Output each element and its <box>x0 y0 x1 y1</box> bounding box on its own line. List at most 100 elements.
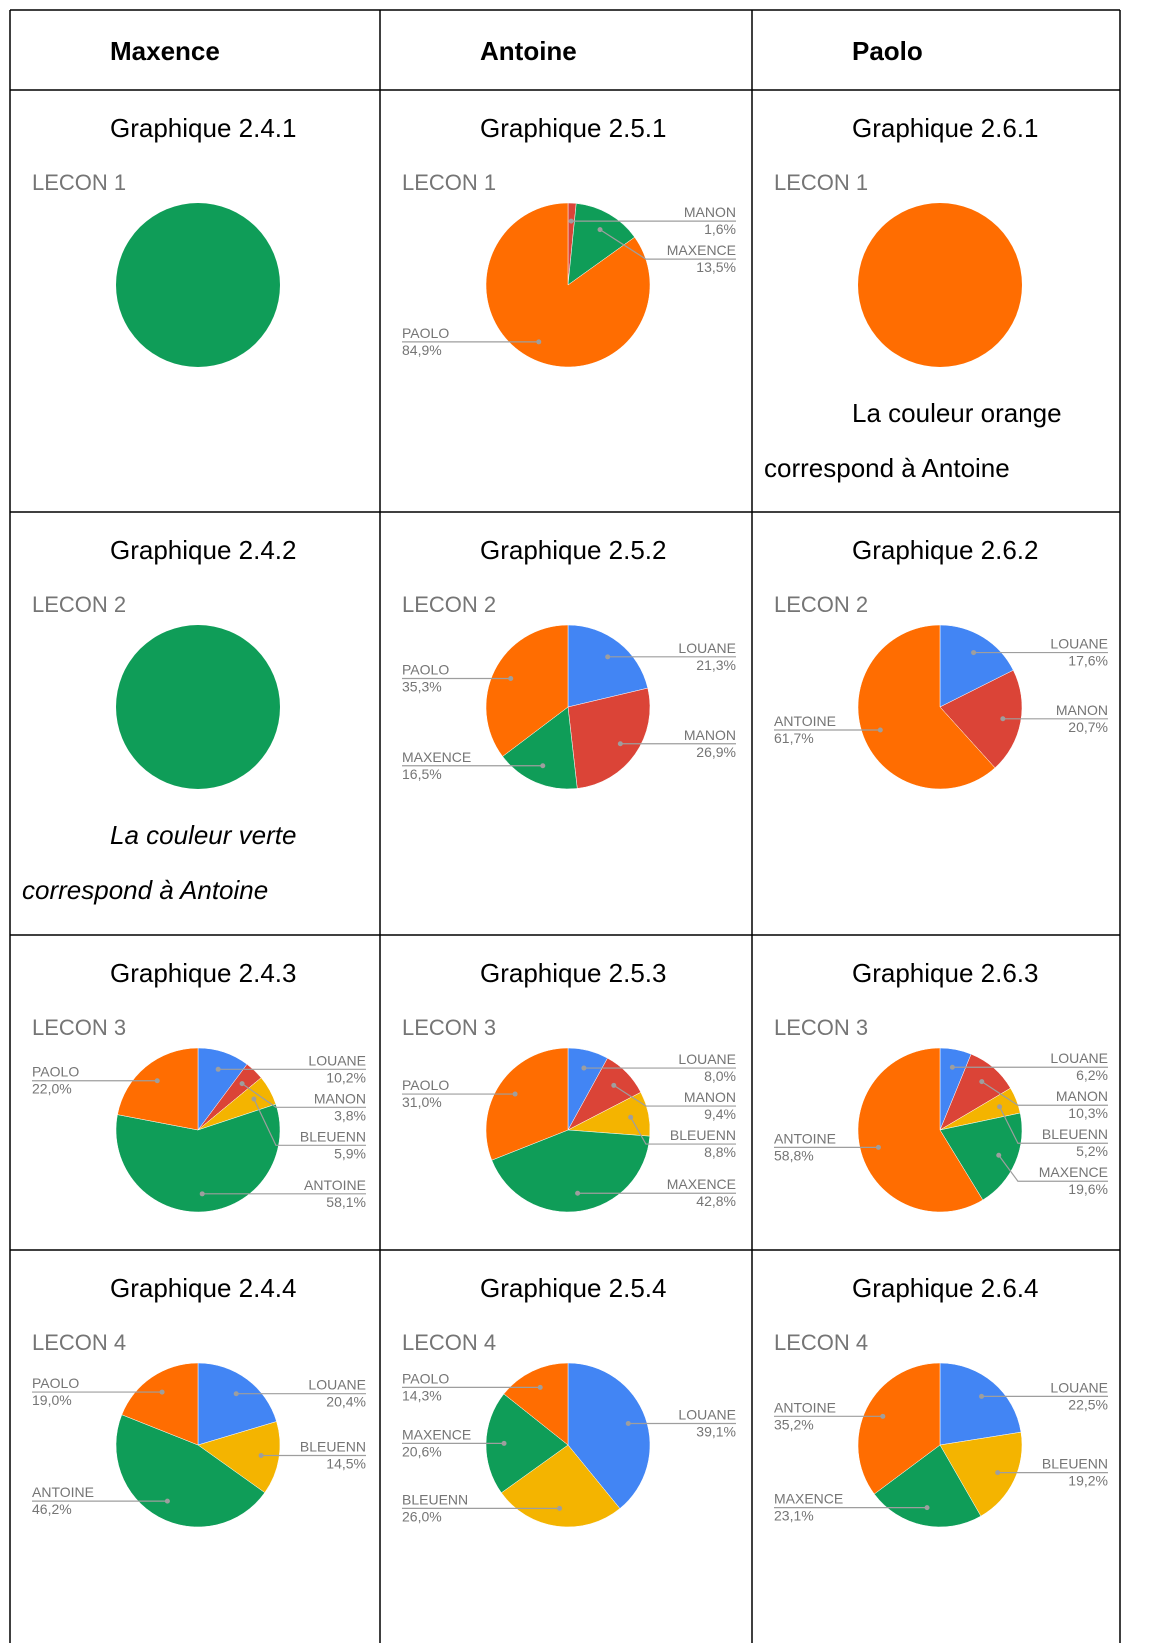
label-dot <box>997 1104 1003 1110</box>
chart-caption: Graphique 2.5.2 <box>480 535 666 565</box>
label-connector <box>630 1116 736 1145</box>
slice-label: ANTOINE <box>304 1177 366 1193</box>
pie-slice <box>939 624 1014 708</box>
pie-slice <box>491 1129 651 1213</box>
slice-value-label: 26,9% <box>696 744 736 760</box>
slice-value-label: 14,3% <box>402 1387 442 1403</box>
pie-slice <box>121 1362 199 1446</box>
slice-value-label: 26,0% <box>402 1508 442 1524</box>
column-header: Antoine <box>480 36 577 66</box>
slice-value-label: 3,8% <box>334 1107 366 1123</box>
pie-slice <box>567 687 651 789</box>
pie-slice <box>857 624 996 790</box>
slice-label: LOUANE <box>1050 1050 1108 1066</box>
pie-slice <box>485 202 651 368</box>
slice-label: BLEUENN <box>402 1491 468 1507</box>
annotation: La couleur orange correspond à Antoine <box>764 398 1062 483</box>
label-dot <box>628 1114 634 1120</box>
slice-value-label: 22,0% <box>32 1081 72 1097</box>
pie-slice <box>567 203 635 286</box>
slice-value-label: 9,4% <box>704 1106 736 1122</box>
slice-label: MAXENCE <box>402 1426 471 1442</box>
label-dot <box>877 727 883 733</box>
chart-title: LECON 1 <box>774 170 868 195</box>
slice-value-label: 35,2% <box>774 1416 814 1432</box>
chart-caption: Graphique 2.4.1 <box>110 113 296 143</box>
label-dot <box>251 1096 257 1102</box>
slice-value-label: 8,8% <box>704 1144 736 1160</box>
slice-label: MANON <box>684 204 736 220</box>
slice-label: BLEUENN <box>300 1438 366 1454</box>
column-header: Paolo <box>852 36 923 66</box>
chart-caption: Graphique 2.4.3 <box>110 958 296 988</box>
label-dot <box>971 650 977 656</box>
chart-title: LECON 2 <box>32 592 126 617</box>
slice-label: MANON <box>684 727 736 743</box>
label-dot <box>215 1066 221 1072</box>
pie-slice <box>197 1362 277 1446</box>
label-dot <box>154 1078 160 1084</box>
label-dot <box>581 1065 587 1071</box>
label-dot <box>557 1505 563 1511</box>
label-dot <box>949 1064 955 1070</box>
slice-value-label: 84,9% <box>402 342 442 358</box>
slice-label: LOUANE <box>678 1407 736 1423</box>
slice-value-label: 58,8% <box>774 1147 814 1163</box>
slice-label: PAOLO <box>402 1077 449 1093</box>
pie-slice <box>873 1444 982 1528</box>
slice-label: PAOLO <box>402 662 449 678</box>
label-dot <box>597 227 603 233</box>
slice-label: LOUANE <box>308 1377 366 1393</box>
slice-value-label: 5,2% <box>1076 1143 1108 1159</box>
label-dot <box>258 1452 264 1458</box>
slice-label: PAOLO <box>402 1370 449 1386</box>
slice-label: MAXENCE <box>1039 1164 1108 1180</box>
label-dot <box>233 1391 239 1397</box>
slice-label: ANTOINE <box>774 713 836 729</box>
label-dot <box>875 1144 881 1150</box>
slice-value-label: 10,2% <box>326 1069 366 1085</box>
slice-label: MAXENCE <box>402 749 471 765</box>
slice-label: ANTOINE <box>774 1130 836 1146</box>
slice-label: LOUANE <box>678 1051 736 1067</box>
chart-title: LECON 2 <box>774 592 868 617</box>
label-dot <box>568 218 574 224</box>
slice-value-label: 42,8% <box>696 1193 736 1209</box>
slice-value-label: 20,7% <box>1068 719 1108 735</box>
label-connector <box>253 1098 366 1146</box>
label-dot <box>880 1413 886 1419</box>
label-connector <box>998 1154 1108 1182</box>
label-connector <box>241 1083 366 1108</box>
slice-value-label: 23,1% <box>774 1508 814 1524</box>
pie-slice <box>501 1444 621 1528</box>
slice-value-label: 20,4% <box>326 1394 366 1410</box>
label-dot <box>501 1440 507 1446</box>
pie-slice <box>502 706 578 790</box>
slice-value-label: 19,6% <box>1068 1181 1108 1197</box>
column-header: Maxence <box>110 36 220 66</box>
slice-label: MAXENCE <box>774 1491 843 1507</box>
slice-value-label: 13,5% <box>696 259 736 275</box>
label-dot <box>508 676 514 682</box>
label-dot <box>995 1470 1001 1476</box>
slice-label: LOUANE <box>308 1052 366 1068</box>
slice-value-label: 1,6% <box>704 221 736 237</box>
chart-caption: Graphique 2.6.4 <box>852 1273 1038 1303</box>
pie-slice <box>857 1047 984 1213</box>
label-dot <box>617 741 623 747</box>
slice-label: BLEUENN <box>1042 1456 1108 1472</box>
slice-label: LOUANE <box>678 640 736 656</box>
slice-label: LOUANE <box>1050 1379 1108 1395</box>
chart-caption: Graphique 2.4.2 <box>110 535 296 565</box>
slice-value-label: 39,1% <box>696 1424 736 1440</box>
slice-label: ANTOINE <box>32 1484 94 1500</box>
chart-caption: Graphique 2.6.2 <box>852 535 1038 565</box>
slice-value-label: 5,9% <box>334 1145 366 1161</box>
label-connector <box>999 1106 1108 1144</box>
pie-slice <box>485 624 569 757</box>
slice-label: BLEUENN <box>670 1127 736 1143</box>
chart-caption: Graphique 2.4.4 <box>110 1273 296 1303</box>
pie-slice <box>567 624 649 708</box>
slice-value-label: 21,3% <box>696 657 736 673</box>
label-connector <box>599 229 736 260</box>
